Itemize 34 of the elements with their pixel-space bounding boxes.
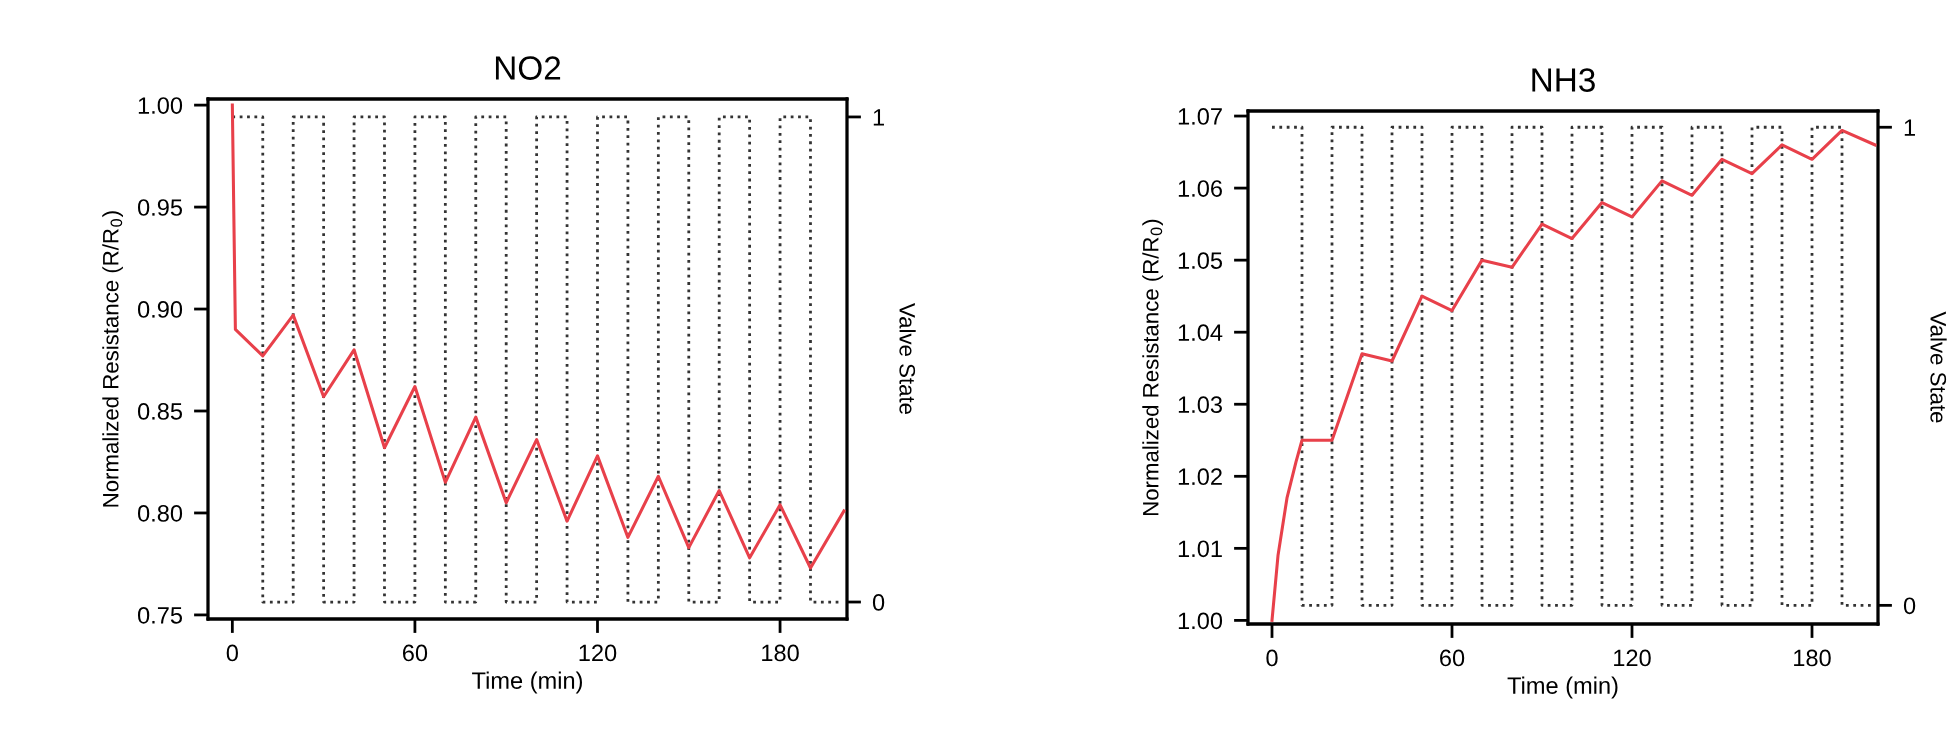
x-axis-title: Time (min) (472, 671, 582, 694)
y-tick-label: 1.00 (1178, 612, 1223, 630)
y-tick-label: 0.95 (137, 199, 183, 216)
x-tick-label: 120 (1614, 649, 1651, 667)
y-tick-label: 1.01 (1178, 540, 1222, 558)
chart-title: NH3 (1532, 68, 1595, 92)
y-tick-label: 1.02 (1178, 468, 1222, 486)
y-tick-label: 1.07 (1178, 108, 1222, 125)
y2-axis-title: Valve State (899, 303, 916, 415)
y2-tick-label: 0 (872, 594, 885, 611)
y2-tick-label: 0 (1903, 597, 1916, 615)
y2-tick-label: 1 (873, 109, 884, 126)
x-tick-label: 180 (1794, 649, 1831, 667)
y-axis-title: Normalized Resistance (R/R$_{0}$) (1142, 219, 1163, 516)
x-tick-label: 60 (402, 644, 428, 662)
y-tick-label: 1.06 (1178, 180, 1222, 197)
y-tick-label: 1.05 (1178, 252, 1223, 269)
y-tick-label: 0.75 (137, 606, 183, 624)
chart-title: NO2 (495, 56, 561, 80)
y-tick-label: 1.03 (1178, 396, 1222, 414)
y-axis-title: Normalized Resistance (R/R$_{0}$) (102, 211, 123, 507)
y2-tick-label: 1 (1904, 119, 1915, 136)
y2-axis-title: Valve State (1930, 311, 1947, 423)
y-tick-label: 0.80 (137, 505, 183, 522)
y-tick-label: 0.90 (137, 301, 183, 318)
y-tick-label: 1.04 (1178, 324, 1223, 341)
x-tick-label: 0 (226, 644, 238, 662)
x-tick-label: 60 (1440, 649, 1465, 667)
x-tick-label: 120 (579, 644, 617, 662)
x-tick-label: 0 (1266, 649, 1278, 667)
x-axis-title: Time (min) (1507, 676, 1618, 699)
y-tick-label: 0.85 (137, 403, 183, 420)
y-tick-label: 1.00 (138, 97, 183, 114)
x-tick-label: 180 (762, 644, 799, 662)
